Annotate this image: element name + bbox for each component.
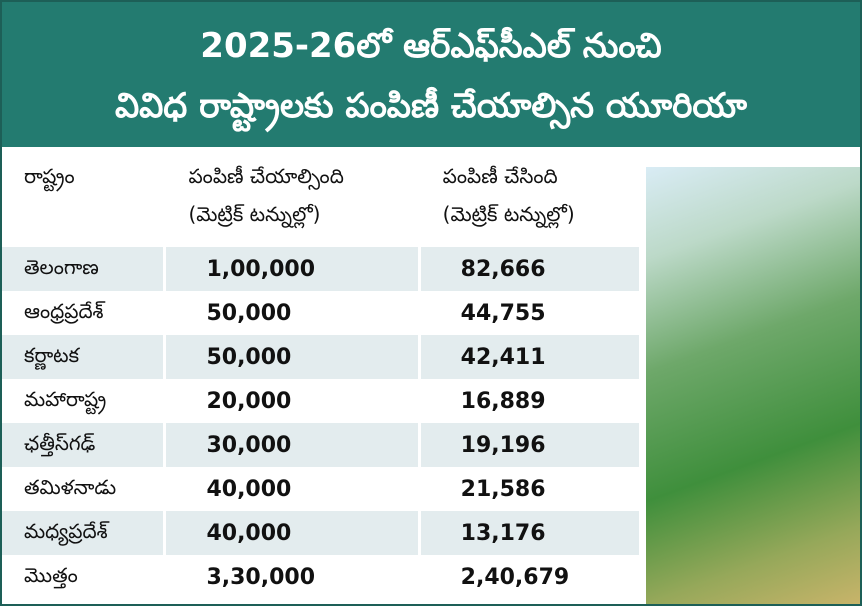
- table-cell: 42,411: [419, 335, 643, 379]
- header-text: (మెట్రిక్ టన్నుల్లో): [188, 202, 321, 226]
- table-row: తెలంగాణ 1,00,000 82,666: [2, 247, 643, 291]
- table-row: కర్ణాటక 50,000 42,411: [2, 335, 643, 379]
- table-cell: 40,000: [164, 511, 421, 555]
- table-row: మహారాష్ట్ర 20,000 16,889: [2, 379, 643, 423]
- table-cell: మొత్తం: [2, 555, 167, 599]
- table-cell: కర్ణాటక: [2, 335, 167, 379]
- table-cell: తమిళనాడు: [2, 467, 167, 511]
- table-cell: 19,196: [419, 423, 643, 467]
- table-cell: 21,586: [419, 467, 643, 511]
- header-text: రాష్ట్రం: [24, 164, 75, 188]
- table-cell: ఛత్తీస్‌గఢ్: [2, 423, 167, 467]
- table-cell: 16,889: [419, 379, 643, 423]
- header-text: (మెట్రిక్ టన్నుల్లో): [442, 202, 575, 226]
- table-cell: 30,000: [164, 423, 421, 467]
- title-line: వివిధ రాష్ట్రాలకు పంపిణీ చేయాల్సిన యూరియ…: [114, 86, 748, 126]
- table-row: మధ్యప్రదేశ్ 40,000 13,176: [2, 511, 643, 555]
- table-cell: మధ్యప్రదేశ్: [2, 511, 167, 555]
- header-text: పంపిణీ చేయాల్సింది: [188, 164, 344, 188]
- table-cell: ఆంధ్రప్రదేశ్: [2, 291, 167, 335]
- title-band: 2025-26లో ఆర్‌ఎఫ్‌సీఎల్ నుంచి వివిధ రాష్…: [2, 2, 860, 147]
- table-cell: 1,00,000: [164, 247, 421, 291]
- header-cell: పంపిణీ చేయాల్సింది (మెట్రిక్ టన్నుల్లో): [164, 149, 421, 247]
- table-cell: తెలంగాణ: [2, 247, 167, 291]
- title-line: 2025-26లో ఆర్‌ఎఫ్‌సీఎల్ నుంచి: [200, 26, 662, 66]
- photo: [646, 167, 860, 604]
- header-text: పంపిణీ చేసింది: [442, 164, 558, 188]
- table-cell: 50,000: [164, 291, 421, 335]
- table-cell: 20,000: [164, 379, 421, 423]
- header-row: రాష్ట్రం పంపిణీ చేయాల్సింది (మెట్రిక్ టన్న…: [2, 149, 643, 247]
- header-cell: రాష్ట్రం: [2, 149, 167, 247]
- table: రాష్ట్రం పంపిణీ చేయాల్సింది (మెట్రిక్ టన్న…: [2, 149, 643, 599]
- table-cell: 13,176: [419, 511, 643, 555]
- table-row: మొత్తం 3,30,000 2,40,679: [2, 555, 643, 599]
- header-cell: పంపిణీ చేసింది (మెట్రిక్ టన్నుల్లో): [419, 149, 643, 247]
- table-cell: 40,000: [164, 467, 421, 511]
- table-row: ఛత్తీస్‌గఢ్ 30,000 19,196: [2, 423, 643, 467]
- table-cell: మహారాష్ట్ర: [2, 379, 167, 423]
- table-cell: 44,755: [419, 291, 643, 335]
- table-cell: 3,30,000: [164, 555, 421, 599]
- table-row: ఆంధ్రప్రదేశ్ 50,000 44,755: [2, 291, 643, 335]
- table-cell: 82,666: [419, 247, 643, 291]
- table-cell: 50,000: [164, 335, 421, 379]
- table-row: తమిళనాడు 40,000 21,586: [2, 467, 643, 511]
- table-cell: 2,40,679: [419, 555, 643, 599]
